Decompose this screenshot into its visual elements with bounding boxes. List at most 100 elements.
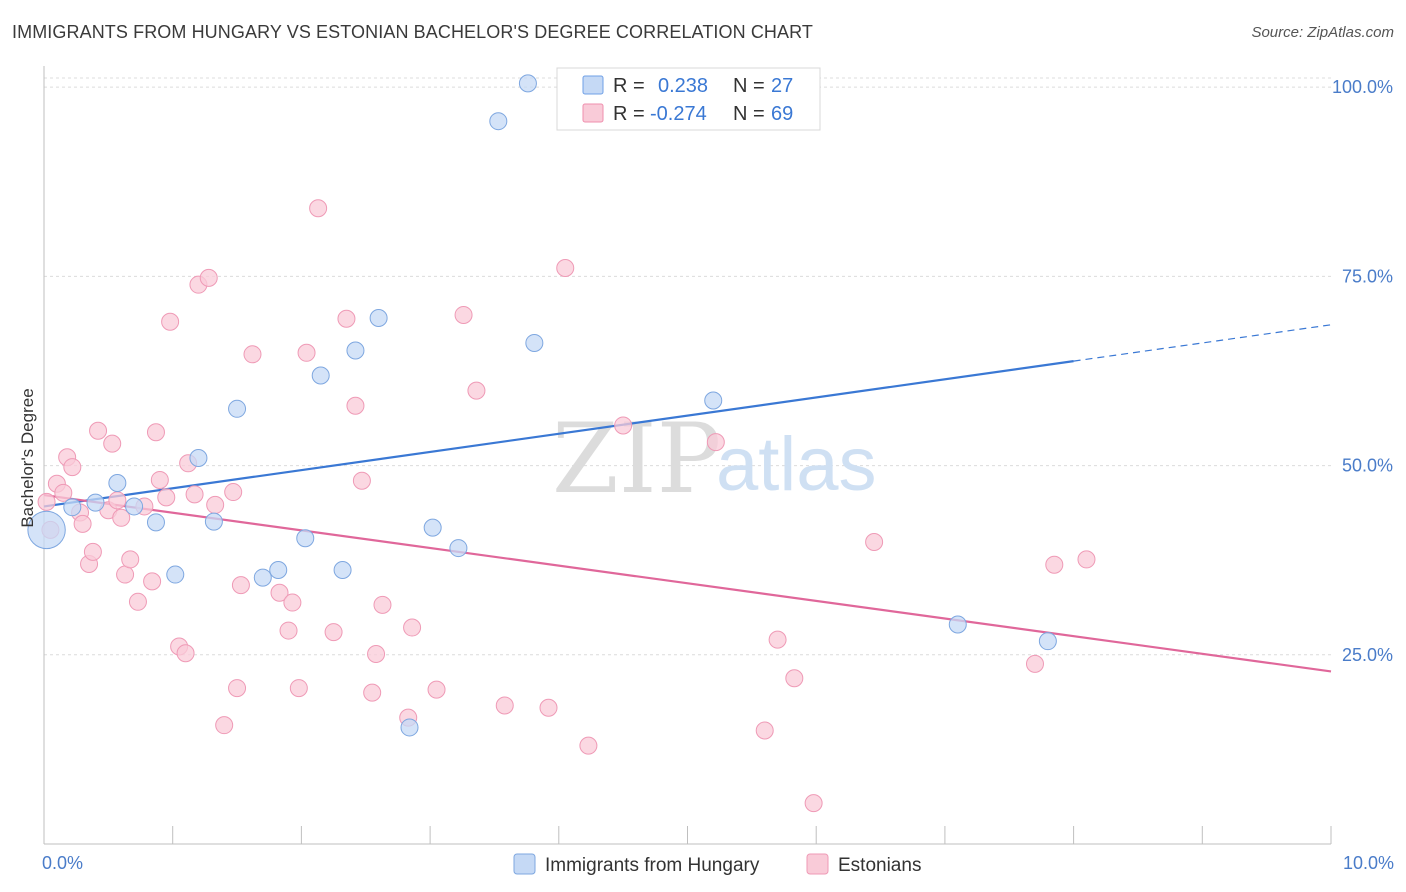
axes bbox=[43, 66, 1332, 845]
trend-line-estonians bbox=[43, 493, 1332, 673]
trend-line-hungary bbox=[43, 360, 1074, 508]
point-hungary bbox=[228, 399, 247, 418]
point-hungary bbox=[125, 497, 144, 516]
point-hungary bbox=[346, 341, 365, 360]
point-estonians bbox=[352, 471, 371, 490]
point-estonians bbox=[363, 683, 382, 702]
legend-bottom-label-hungary: Immigrants from Hungary bbox=[545, 855, 760, 876]
point-estonians bbox=[289, 679, 308, 698]
point-hungary bbox=[449, 539, 468, 558]
point-hungary bbox=[518, 74, 537, 93]
point-estonians bbox=[161, 312, 180, 331]
legend-n-value: 27 bbox=[771, 75, 793, 97]
point-hungary bbox=[189, 449, 208, 467]
point-estonians bbox=[337, 309, 356, 328]
legend-n-value: 69 bbox=[771, 103, 793, 125]
point-estonians bbox=[128, 592, 147, 611]
point-estonians bbox=[121, 550, 140, 569]
point-estonians bbox=[373, 595, 392, 614]
point-hungary bbox=[63, 498, 82, 517]
point-estonians bbox=[427, 680, 446, 699]
point-estonians bbox=[185, 485, 204, 504]
point-estonians bbox=[108, 491, 127, 510]
watermark-zip: ZIP bbox=[552, 403, 721, 515]
legend-bottom-swatch-hungary bbox=[513, 853, 536, 875]
legend-top: R = 0.238 N = 27 R = -0.274 N = 69 bbox=[556, 67, 821, 131]
grid-lines bbox=[44, 77, 1331, 656]
point-estonians bbox=[579, 736, 598, 755]
point-estonians bbox=[346, 396, 365, 415]
point-estonians bbox=[199, 268, 218, 287]
point-estonians bbox=[143, 572, 162, 591]
point-estonians bbox=[63, 458, 82, 477]
point-estonians bbox=[150, 470, 169, 489]
point-estonians bbox=[157, 488, 176, 507]
chart-source: Source: ZipAtlas.com bbox=[1251, 24, 1394, 41]
legend-bottom-label-estonians: Estonians bbox=[838, 855, 921, 876]
x-tick-label: 10.0% bbox=[1343, 853, 1394, 873]
point-hungary bbox=[146, 513, 165, 532]
data-points bbox=[27, 74, 1096, 813]
point-estonians bbox=[146, 423, 165, 442]
watermark-atlas: atlas bbox=[716, 422, 877, 507]
point-hungary bbox=[269, 561, 288, 580]
watermark: ZIP atlas bbox=[552, 403, 877, 515]
legend-bottom-swatch-estonians bbox=[806, 853, 829, 875]
point-estonians bbox=[785, 669, 804, 688]
point-estonians bbox=[83, 542, 102, 561]
point-estonians bbox=[73, 514, 92, 533]
trend-line-hungary-extrapolated bbox=[1073, 324, 1332, 362]
legend-r-value: 0.238 bbox=[658, 75, 708, 97]
legend-bottom: Immigrants from Hungary Estonians bbox=[513, 853, 921, 876]
y-tick-labels: 25.0% 50.0% 75.0% 100.0% bbox=[1332, 77, 1393, 665]
legend-n-label: N = bbox=[733, 75, 765, 97]
point-estonians bbox=[176, 644, 195, 663]
point-hungary bbox=[166, 565, 185, 584]
point-estonians bbox=[556, 259, 575, 278]
point-estonians bbox=[37, 492, 56, 511]
point-hungary bbox=[311, 366, 330, 385]
point-estonians bbox=[804, 794, 823, 813]
y-tick-label: 75.0% bbox=[1342, 266, 1393, 286]
point-estonians bbox=[228, 679, 247, 698]
point-hungary bbox=[948, 615, 967, 634]
legend-swatch-hungary bbox=[582, 75, 604, 95]
point-estonians bbox=[706, 433, 725, 452]
point-hungary bbox=[296, 529, 315, 548]
point-estonians bbox=[768, 630, 787, 649]
point-estonians bbox=[224, 483, 243, 502]
point-estonians bbox=[367, 645, 386, 664]
point-hungary bbox=[204, 512, 223, 531]
point-estonians bbox=[403, 618, 422, 637]
point-estonians bbox=[112, 508, 131, 527]
point-hungary bbox=[704, 391, 723, 410]
point-estonians bbox=[297, 343, 316, 362]
point-estonians bbox=[54, 483, 73, 502]
point-hungary bbox=[1038, 632, 1057, 651]
chart-title: IMMIGRANTS FROM HUNGARY VS ESTONIAN BACH… bbox=[12, 22, 813, 42]
y-tick-label: 25.0% bbox=[1342, 645, 1393, 665]
point-estonians bbox=[283, 593, 302, 612]
point-hungary bbox=[423, 518, 442, 537]
point-estonians bbox=[454, 305, 473, 324]
legend-r-label: R = bbox=[613, 75, 645, 97]
point-estonians bbox=[215, 716, 234, 735]
point-estonians bbox=[614, 416, 633, 435]
point-estonians bbox=[309, 199, 328, 218]
point-hungary bbox=[86, 493, 105, 512]
point-hungary bbox=[27, 510, 66, 550]
point-estonians bbox=[1045, 555, 1064, 574]
x-tick-label: 0.0% bbox=[42, 853, 83, 873]
point-estonians bbox=[243, 345, 262, 364]
point-estonians bbox=[116, 565, 135, 584]
point-estonians bbox=[495, 696, 514, 715]
point-estonians bbox=[865, 533, 884, 552]
point-estonians bbox=[231, 576, 250, 595]
point-hungary bbox=[108, 473, 127, 492]
x-tick-labels: 0.0% 10.0% bbox=[42, 853, 1394, 873]
point-estonians bbox=[467, 381, 486, 400]
y-tick-label: 100.0% bbox=[1332, 77, 1393, 97]
point-estonians bbox=[206, 495, 225, 514]
legend-r-value: -0.274 bbox=[650, 103, 707, 125]
